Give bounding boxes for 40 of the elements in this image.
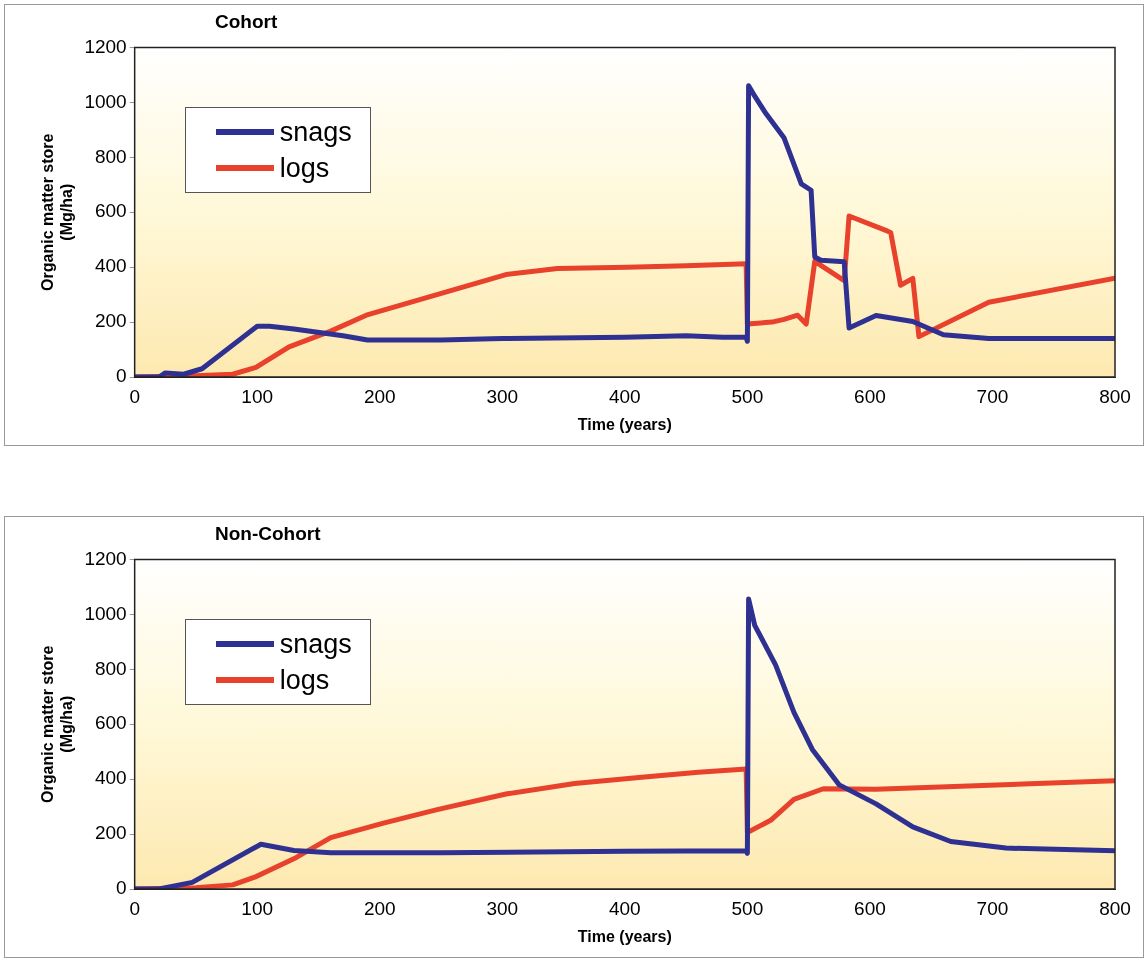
x-axis-title: Time (years)	[577, 927, 672, 945]
legend-label: logs	[279, 664, 330, 698]
y-tick-label: 1000	[84, 602, 127, 624]
x-tick-label: 300	[486, 385, 519, 407]
y-tick-label: 200	[94, 822, 127, 844]
y-tick-label: 600	[94, 200, 127, 222]
x-tick-label: 400	[608, 385, 641, 407]
chart-title: Non-Cohort	[215, 523, 321, 545]
y-tick-label: 1200	[84, 35, 127, 57]
y-tick-label: 0	[116, 365, 127, 387]
x-axis-title: Time (years)	[577, 415, 672, 433]
x-tick-label: 600	[854, 385, 886, 407]
x-tick-label: 200	[363, 385, 396, 407]
chart-title: Cohort	[215, 11, 278, 33]
x-tick-label: 100	[241, 385, 274, 407]
x-tick-label: 800	[1099, 385, 1131, 407]
y-tick-label: 0	[116, 877, 127, 899]
y-axis-title: Organic matter store (Mg/ha)	[39, 133, 76, 291]
y-tick-label: 200	[94, 310, 127, 332]
x-tick-label: 200	[363, 897, 396, 919]
x-tick-label: 500	[731, 897, 764, 919]
legend-label: snags	[279, 116, 352, 150]
y-tick-label: 600	[94, 712, 127, 734]
y-tick-label: 400	[94, 255, 127, 277]
x-tick-label: 700	[976, 897, 1009, 919]
y-tick-label: 800	[94, 657, 127, 679]
y-tick-label: 400	[94, 767, 127, 789]
legend-label: snags	[279, 628, 352, 662]
x-tick-label: 800	[1099, 897, 1131, 919]
y-tick-label: 1200	[84, 547, 127, 569]
legend-label: logs	[279, 152, 330, 186]
y-axis-title: Organic matter store (Mg/ha)	[39, 645, 76, 803]
x-tick-label: 600	[854, 897, 886, 919]
y-tick-label: 1000	[84, 90, 127, 112]
x-tick-label: 300	[486, 897, 519, 919]
x-tick-label: 500	[731, 385, 764, 407]
y-tick-label: 800	[94, 145, 127, 167]
x-tick-label: 700	[976, 385, 1009, 407]
x-tick-label: 400	[608, 897, 641, 919]
x-tick-label: 100	[241, 897, 274, 919]
